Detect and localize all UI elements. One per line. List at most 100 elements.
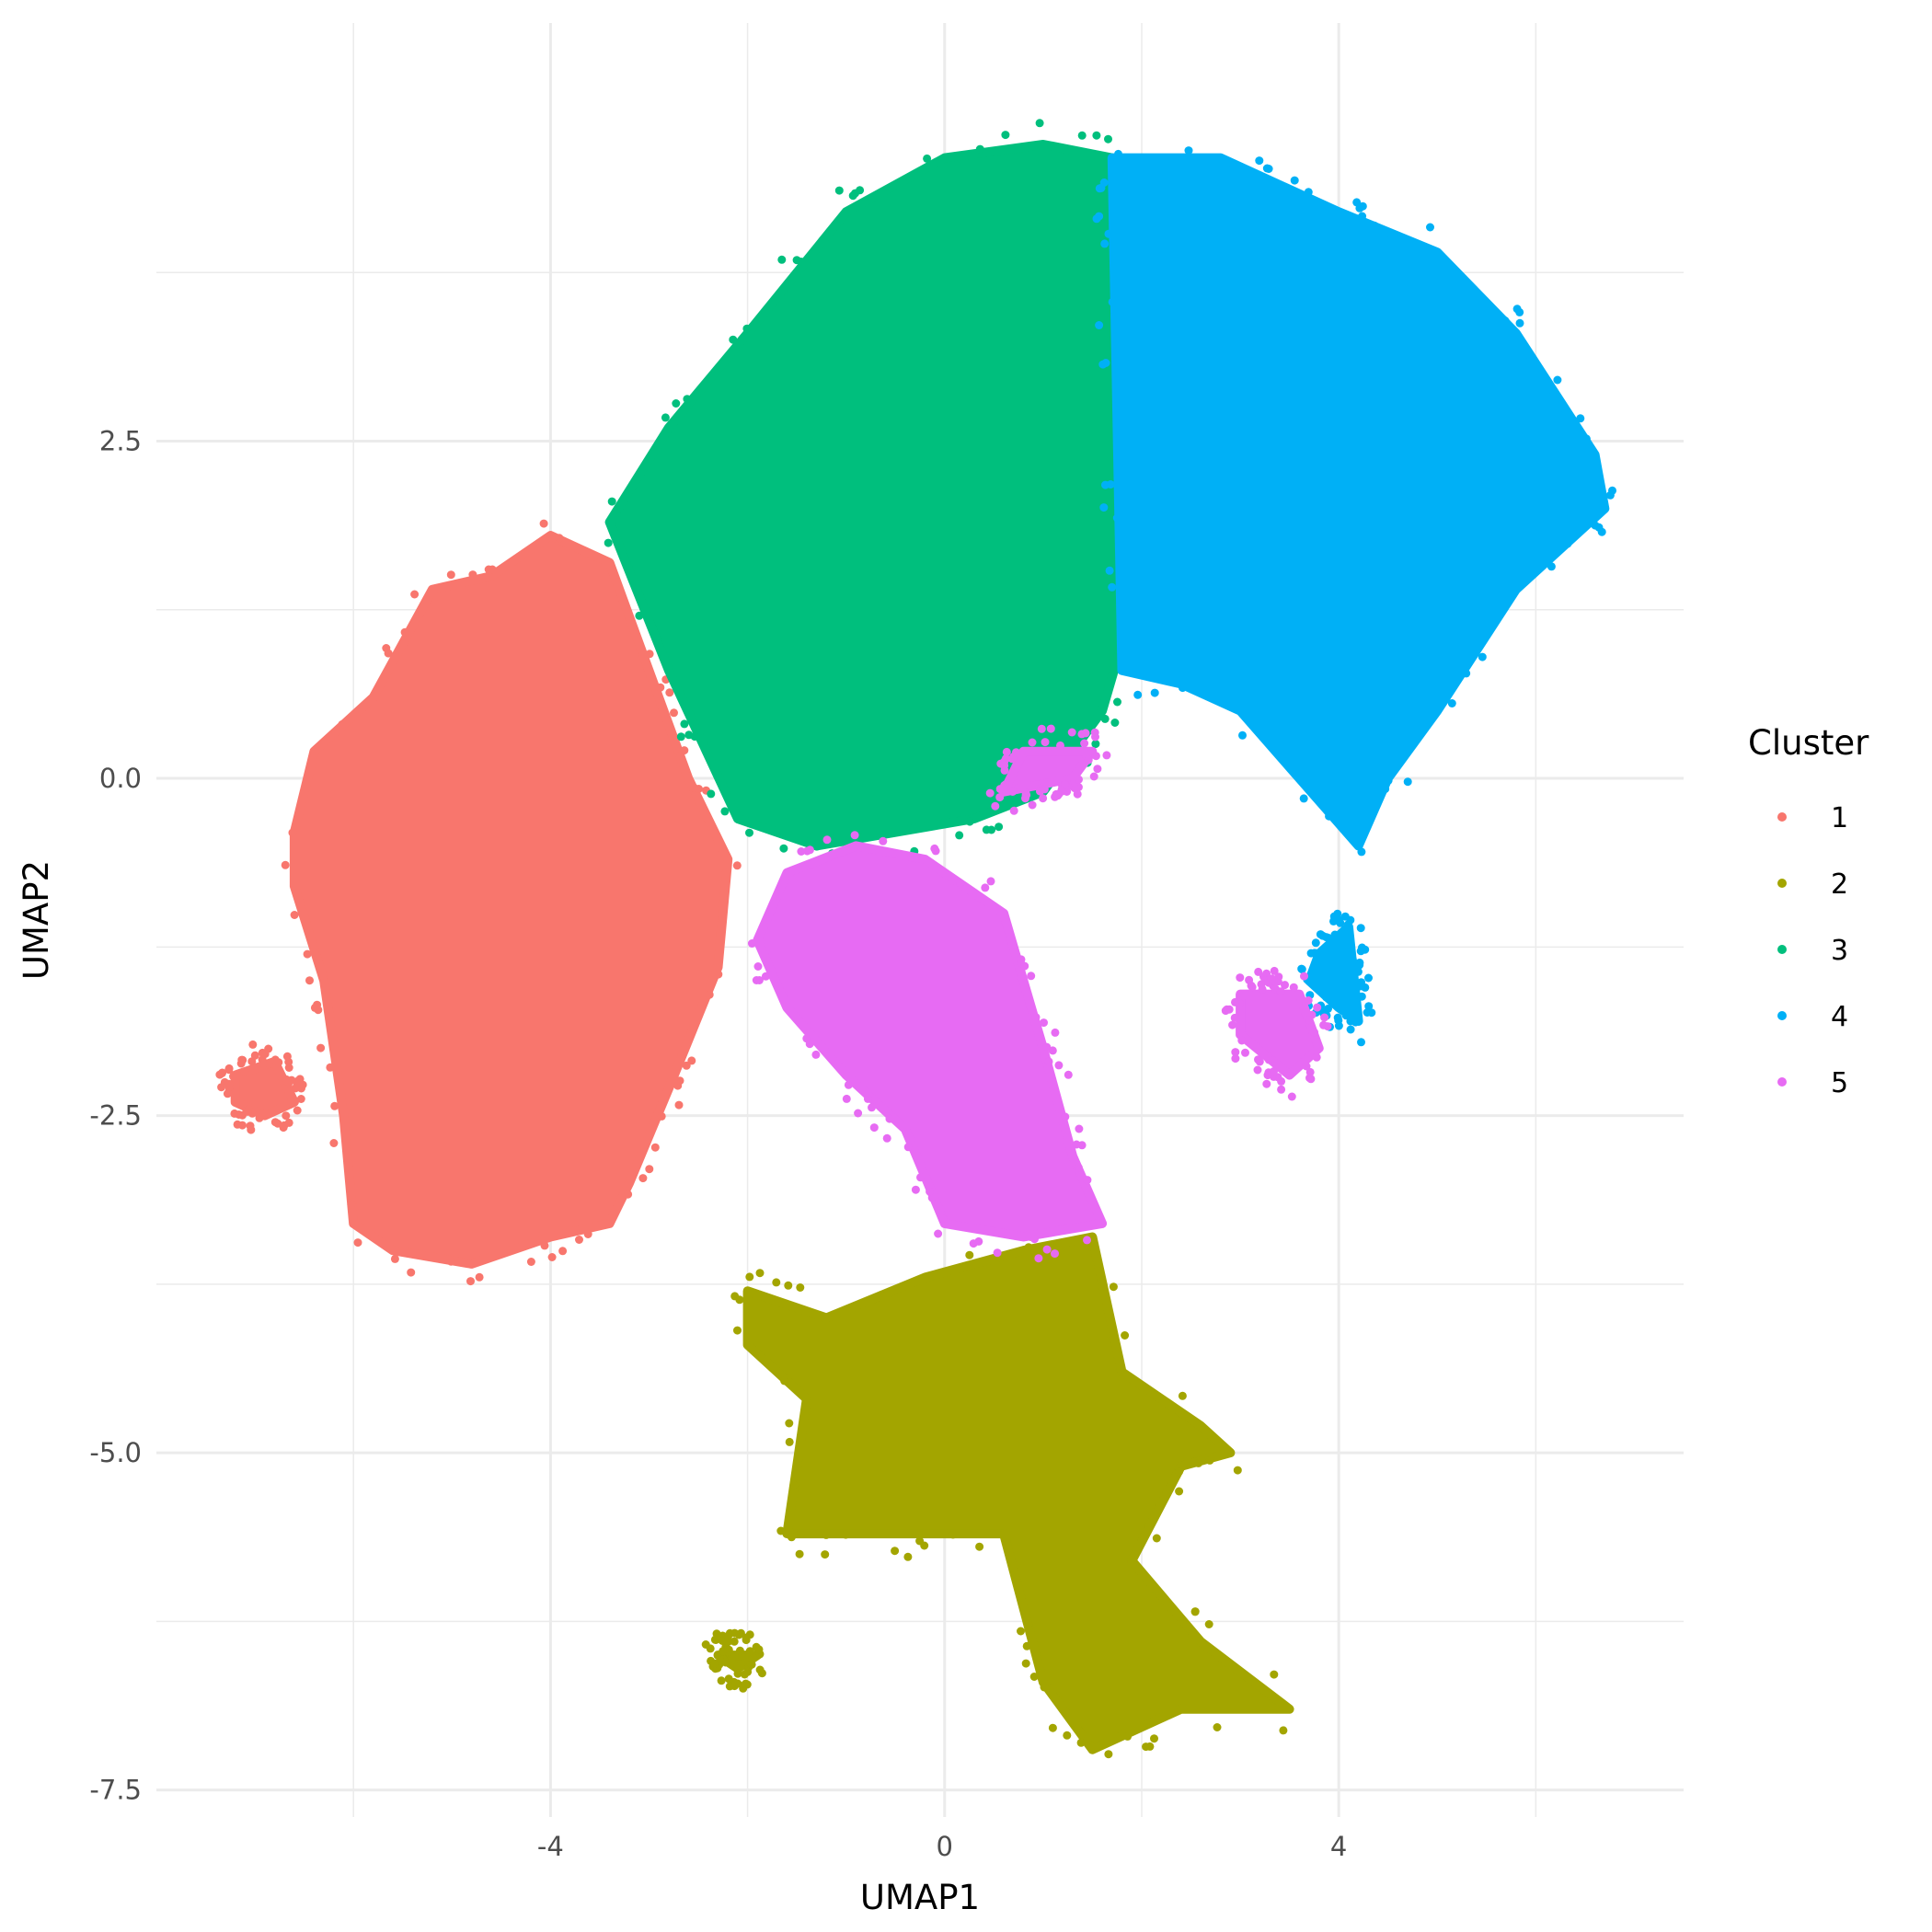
cluster-4-point [1357,992,1366,1001]
cluster-1-point [475,1272,484,1282]
cluster-2-point [1178,1391,1187,1400]
cluster-1-point [656,683,665,692]
cluster-5-point [1048,1046,1057,1055]
cluster-2-point [785,1437,794,1446]
cluster-3-point [1100,714,1110,723]
cluster-5-point [747,939,756,948]
cluster-2-point [1152,1534,1161,1543]
cluster-2-point [776,1526,786,1535]
cluster-5-point [1075,1124,1084,1133]
cluster-3-point [812,842,822,851]
cluster-1-point [224,1064,234,1073]
cluster-4-points [1092,146,1616,1047]
legend-key-4 [1777,1011,1787,1020]
cluster-2-point [739,1684,748,1693]
cluster-1-points [215,519,742,1286]
cluster-1-point [313,1000,322,1009]
cluster-2-point [789,1480,799,1489]
cluster-4-point [1290,176,1299,185]
y-tick-label: 2.5 [99,426,142,457]
cluster-3-point [923,154,932,163]
cluster-3-point [720,807,730,816]
cluster-4-point [1553,375,1562,385]
cluster-1-point [311,949,320,958]
cluster-2-point [1194,1458,1203,1467]
cluster-3-point [635,611,644,620]
cluster-2-point [1024,1243,1033,1252]
cluster-2-point [710,1635,719,1644]
cluster-5-point [1312,1052,1321,1062]
cluster-3-point [607,497,616,506]
scatter-points [215,119,1616,1759]
cluster-5-point [1061,780,1070,789]
cluster-3-point [975,144,984,154]
cluster-3-point [707,789,716,799]
cluster-3-point [661,413,670,422]
x-tick-label: 0 [937,1831,953,1862]
cluster-5-point [1300,972,1308,981]
cluster-5-point [753,962,763,971]
cluster-5-point [1072,1140,1081,1149]
cluster-1-point [217,1083,226,1092]
cluster-4-point [1352,198,1362,207]
cluster-5-point [1262,1079,1271,1088]
cluster-1-point [240,1067,249,1076]
cluster-1-point [466,1277,475,1286]
cluster-3-point [1092,131,1101,140]
cluster-5-point [1037,724,1046,733]
cluster-5-point [1054,1061,1064,1070]
cluster-1-point [645,650,654,659]
cluster-1-point [682,1061,691,1070]
cluster-1-point [229,1072,237,1081]
cluster-5-point [1084,755,1093,765]
cluster-1-point [540,1241,549,1250]
cluster-1-point [255,1113,264,1122]
cluster-5-point [1241,1048,1249,1057]
cluster-1-point [281,860,290,869]
cluster-5-point [1263,1071,1272,1080]
cluster-5-point [1040,785,1049,794]
cluster-1-point [303,949,312,959]
cluster-5-point [1044,1057,1053,1066]
cluster-5-point [854,1109,863,1118]
cluster-3-point [676,732,685,742]
cluster-5-point [1075,775,1083,784]
cluster-5-point [879,836,888,845]
cluster-1-point [260,1050,270,1059]
cluster-5-point [805,1040,814,1049]
cluster-1-point [288,828,297,837]
cluster-5-point [1067,728,1076,737]
cluster-2-point [755,1665,765,1674]
cluster-4-point [1311,938,1320,948]
cluster-5-point [1091,752,1100,761]
cluster-2-point [920,1541,929,1550]
cluster-1-region [289,531,733,1269]
cluster-4-point [1097,183,1106,192]
cluster-5-point [1270,1067,1278,1075]
cluster-5-point [1042,1042,1052,1052]
cluster-5-point [1319,1020,1328,1029]
cluster-4-point [1447,699,1456,707]
cluster-3-point [1104,134,1112,144]
cluster-4-point [1351,964,1360,973]
cluster-5-point [1056,741,1064,750]
cluster-3-point [777,255,787,264]
cluster-5-point [1270,966,1279,975]
y-axis-title: UMAP2 [17,860,56,980]
cluster-4-point [1381,785,1390,794]
cluster-4-point [1363,1008,1372,1017]
cluster-5-point [1221,1006,1230,1016]
cluster-5-point [938,1214,948,1224]
cluster-5-point [1257,980,1266,989]
cluster-2-point [821,1550,830,1559]
cluster-4-point [1346,1017,1355,1026]
cluster-1-point [384,649,393,658]
cluster-2-point [710,1660,719,1669]
cluster-2-point [1190,1607,1200,1616]
cluster-1-point [236,1059,246,1068]
cluster-1-point [353,1238,362,1248]
cluster-5-point [1039,794,1048,803]
cluster-5-point [1230,1013,1239,1022]
cluster-3-point [672,399,681,408]
cluster-1-point [670,708,678,718]
